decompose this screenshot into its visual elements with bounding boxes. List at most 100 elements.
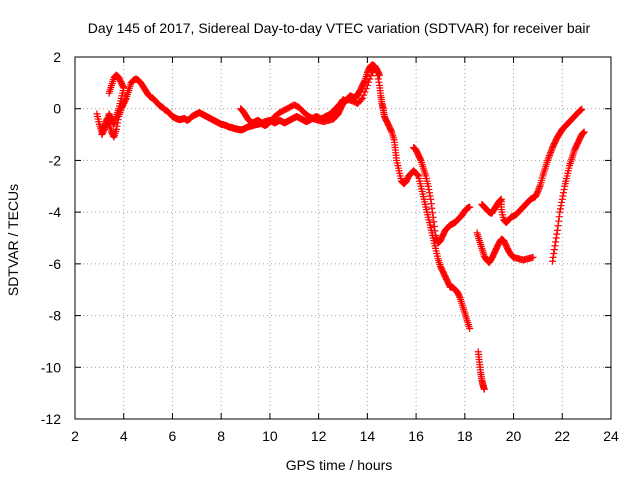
- data-point-plus: [425, 189, 433, 197]
- data-point-plus: [357, 96, 365, 104]
- data-point-plus: [552, 238, 560, 246]
- y-tick-label: 2: [53, 49, 61, 65]
- data-point-plus: [554, 222, 562, 230]
- data-point-plus: [558, 195, 566, 203]
- data-point-plus: [545, 152, 553, 160]
- y-tick-label: -10: [41, 359, 61, 375]
- data-point-plus: [466, 325, 474, 332]
- x-tick-label: 16: [408, 428, 424, 444]
- data-point-plus: [98, 131, 106, 139]
- data-point-plus: [544, 155, 552, 163]
- data-point-plus: [552, 234, 560, 242]
- data-point-plus: [373, 67, 380, 75]
- series-arc-8: [549, 128, 588, 265]
- data-point-plus: [549, 253, 557, 261]
- x-tick-label: 20: [506, 428, 522, 444]
- x-tick-label: 24: [603, 428, 619, 444]
- series-arc-1: [93, 61, 384, 141]
- data-point-plus: [387, 127, 395, 135]
- data-point-plus: [427, 200, 435, 208]
- x-tick-label: 6: [169, 428, 177, 444]
- data-point-plus: [365, 78, 373, 86]
- data-point-plus: [455, 292, 463, 300]
- data-point-plus: [556, 208, 564, 216]
- data-point-plus: [98, 129, 106, 137]
- x-tick-labels: 2 4 6 8 10 12 14 16 18 20 22 24: [71, 428, 619, 444]
- data-point-plus: [496, 197, 504, 205]
- x-tick-label: 4: [120, 428, 128, 444]
- data-point-plus: [122, 96, 130, 104]
- data-point-plus: [580, 129, 588, 137]
- series-arc-3: [237, 63, 474, 332]
- x-axis-label: GPS time / hours: [286, 457, 393, 473]
- data-point-plus: [556, 205, 564, 213]
- data-point-plus: [427, 195, 435, 203]
- y-axis-label: SDTVAR / TECUs: [5, 184, 21, 296]
- data-point-plus: [430, 222, 438, 230]
- data-point-plus: [550, 250, 558, 258]
- data-point-plus: [425, 186, 433, 194]
- y-tick-labels: 2 0 -2 -4 -6 -8 -10 -12: [41, 49, 61, 427]
- x-tick-label: 12: [311, 428, 327, 444]
- data-point-plus: [555, 213, 563, 221]
- y-tick-label: -12: [41, 411, 61, 427]
- data-point-plus: [430, 218, 438, 226]
- data-point-plus: [559, 189, 567, 197]
- grid-lines: [75, 57, 611, 419]
- data-point-plus: [535, 186, 543, 194]
- data-point-plus: [373, 69, 381, 77]
- data-point-plus: [547, 148, 555, 156]
- data-point-plus: [426, 192, 434, 200]
- series-arc-4: [410, 144, 474, 247]
- data-point-plus: [431, 227, 439, 235]
- data-point-plus: [361, 88, 369, 96]
- y-tick-label: 0: [53, 101, 61, 117]
- data-point-plus: [362, 85, 370, 93]
- data-point-plus: [112, 125, 120, 133]
- data-point-plus: [535, 184, 543, 192]
- data-point-plus: [413, 171, 421, 179]
- data-point-plus: [534, 187, 542, 195]
- data-point-plus: [424, 182, 432, 190]
- data-point-plus: [550, 246, 558, 254]
- data-point-plus: [579, 129, 587, 137]
- x-tick-label: 18: [457, 428, 473, 444]
- data-marks: [93, 61, 588, 393]
- data-point-plus: [559, 192, 567, 200]
- data-point-plus: [536, 183, 544, 191]
- data-point-plus: [546, 150, 554, 158]
- data-point-plus: [429, 213, 437, 221]
- series-arc-2: [98, 71, 128, 139]
- data-point-plus: [375, 78, 383, 86]
- series-arc-5: [474, 348, 488, 393]
- x-tick-label: 10: [262, 428, 278, 444]
- x-tick-label: 2: [71, 428, 79, 444]
- data-point-plus: [547, 147, 555, 155]
- data-point-plus: [578, 105, 586, 113]
- data-point-plus: [551, 242, 559, 250]
- data-point-plus: [555, 217, 563, 225]
- y-tick-label: -2: [49, 152, 62, 168]
- data-point-plus: [367, 72, 375, 80]
- data-point-plus: [545, 153, 553, 161]
- y-tick-label: -6: [49, 256, 62, 272]
- data-point-plus: [557, 202, 565, 210]
- data-point-plus: [466, 203, 474, 211]
- data-point-plus: [558, 198, 566, 206]
- plot-frame: [74, 56, 612, 420]
- axis-ticks: [74, 56, 612, 420]
- data-point-plus: [358, 94, 366, 102]
- data-point-plus: [428, 204, 436, 212]
- data-point-plus: [366, 75, 374, 83]
- data-point-plus: [374, 75, 382, 83]
- data-point-plus: [363, 81, 371, 89]
- data-point-plus: [560, 186, 568, 194]
- data-point-plus: [553, 230, 561, 238]
- data-point-plus: [360, 78, 368, 86]
- data-point-plus: [360, 91, 368, 99]
- series-arc-6: [473, 229, 537, 267]
- data-point-plus: [416, 155, 424, 163]
- chart-title: Day 145 of 2017, Sidereal Day-to-day VTE…: [88, 20, 591, 36]
- data-point-plus: [553, 226, 561, 234]
